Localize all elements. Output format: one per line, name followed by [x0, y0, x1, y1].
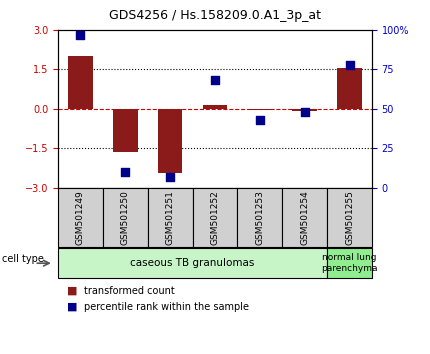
Bar	[68, 56, 93, 109]
Point	[167, 174, 174, 179]
Point	[77, 32, 84, 38]
Bar	[337, 68, 362, 109]
Text: transformed count: transformed count	[84, 286, 175, 296]
Text: ■: ■	[67, 302, 77, 312]
Bar	[203, 105, 227, 109]
Bar	[248, 109, 272, 110]
Text: percentile rank within the sample: percentile rank within the sample	[84, 302, 249, 312]
Bar	[113, 109, 138, 152]
Text: caseous TB granulomas: caseous TB granulomas	[130, 258, 255, 268]
Text: GSM501254: GSM501254	[300, 190, 309, 245]
Point	[122, 169, 129, 175]
Text: GSM501253: GSM501253	[255, 190, 264, 245]
Text: GSM501249: GSM501249	[76, 190, 85, 245]
Point	[212, 78, 218, 83]
Text: GSM501251: GSM501251	[166, 190, 175, 245]
Bar	[292, 109, 317, 111]
Point	[346, 62, 353, 68]
Text: GSM501252: GSM501252	[211, 190, 219, 245]
Text: GSM501250: GSM501250	[121, 190, 130, 245]
Bar	[158, 109, 182, 173]
Text: ■: ■	[67, 286, 77, 296]
Text: normal lung
parenchyma: normal lung parenchyma	[321, 253, 378, 273]
Text: cell type: cell type	[2, 254, 44, 264]
Point	[256, 117, 263, 123]
Point	[301, 109, 308, 115]
Text: GDS4256 / Hs.158209.0.A1_3p_at: GDS4256 / Hs.158209.0.A1_3p_at	[109, 9, 321, 22]
Text: GSM501255: GSM501255	[345, 190, 354, 245]
